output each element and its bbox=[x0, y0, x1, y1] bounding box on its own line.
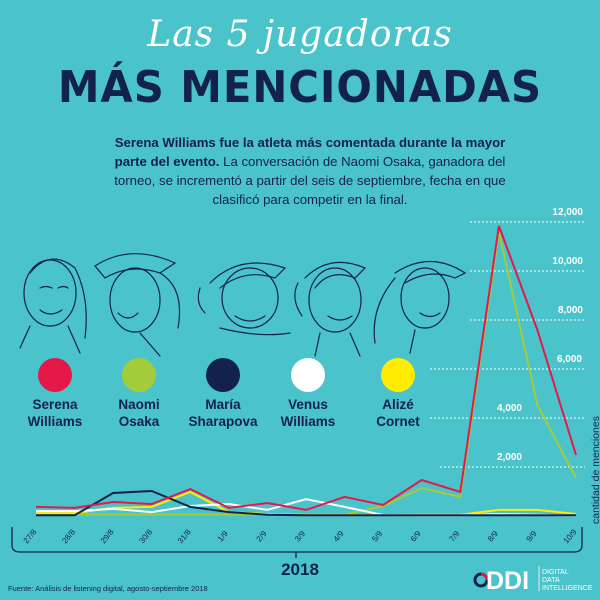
series-line-aliz-cornet bbox=[36, 490, 577, 516]
legend-label: Alizé bbox=[382, 397, 414, 412]
portrait-sharapova-icon bbox=[197, 262, 291, 336]
x-tick-label: 9/9 bbox=[524, 529, 538, 544]
legend-item-serena: Serena Williams bbox=[10, 358, 100, 430]
x-tick-label: 5/9 bbox=[370, 529, 384, 544]
logo-text-3: INTELLIGENCE bbox=[542, 585, 593, 592]
legend-dot-naomi bbox=[122, 358, 156, 392]
y-tick-label: 4,000 bbox=[497, 403, 522, 414]
year-label: 2018 bbox=[281, 560, 319, 579]
x-tick-label: 30/8 bbox=[137, 527, 154, 545]
legend-label: Williams bbox=[27, 414, 83, 429]
legend-label: Williams bbox=[280, 414, 336, 429]
player-portraits bbox=[19, 253, 467, 357]
y-tick-label: 12,000 bbox=[552, 207, 583, 218]
legend-label: Venus bbox=[288, 397, 328, 412]
x-tick-label: 10/9 bbox=[562, 527, 579, 545]
x-tick-label: 2/9 bbox=[254, 529, 268, 544]
logo-text-1: DIGITAL bbox=[542, 569, 569, 576]
logo-text-2: DATA bbox=[542, 577, 560, 584]
legend-item-sharapova: María Sharapova bbox=[178, 358, 268, 430]
legend-label: Cornet bbox=[376, 414, 420, 429]
y-tick-label: 8,000 bbox=[558, 305, 583, 316]
y-tick-label: 2,000 bbox=[497, 452, 522, 463]
legend-item-naomi: Naomi Osaka bbox=[94, 358, 184, 430]
source-note: Fuente: Análisis de listening digital, a… bbox=[8, 584, 208, 593]
x-tick-label: 7/9 bbox=[447, 529, 461, 544]
series-line-naomi-osaka bbox=[36, 231, 577, 516]
series-line-serena-williams bbox=[35, 225, 577, 511]
legend-item-venus: Venus Williams bbox=[263, 358, 353, 430]
x-tick-label: 3/9 bbox=[293, 529, 307, 544]
intro-rest: La conversación de Naomi Osaka, ganadora… bbox=[114, 154, 506, 207]
x-tick-label: 8/9 bbox=[486, 529, 500, 544]
legend-dot-sharapova bbox=[206, 358, 240, 392]
y-tick-label: 6,000 bbox=[557, 354, 582, 365]
legend-label: Osaka bbox=[118, 414, 160, 429]
series-line-mar-a-sharapova bbox=[36, 489, 576, 517]
script-title: Las 5 jugadoras bbox=[147, 14, 453, 55]
legend-label: Serena bbox=[32, 397, 78, 412]
legend-label: Naomi bbox=[118, 397, 160, 412]
intro-text: Serena Williams fue la atleta más coment… bbox=[100, 133, 520, 209]
intro-bold: Serena Williams fue la atleta más coment… bbox=[114, 135, 506, 169]
ddi-logo: DDI DIGITAL DATA INTELLIGENCE bbox=[473, 566, 593, 593]
portrait-naomi-icon bbox=[94, 253, 181, 357]
main-title: MÁS MENCIONADAS bbox=[57, 62, 543, 113]
x-axis-bracket bbox=[11, 527, 583, 553]
legend-label: María bbox=[205, 397, 241, 412]
legend-item-cornet: Alizé Cornet bbox=[353, 358, 443, 430]
x-tick-label: 27/8 bbox=[22, 527, 39, 545]
portrait-cornet-icon bbox=[373, 261, 467, 354]
legend-dot-cornet bbox=[381, 358, 415, 392]
logo-mark: DDI bbox=[486, 567, 529, 593]
portrait-venus-icon bbox=[294, 261, 367, 357]
legend: Serena Williams Naomi Osaka María Sharapova… bbox=[0, 358, 440, 448]
x-tick-label: 6/9 bbox=[409, 529, 423, 544]
y-tick-label: 10,000 bbox=[552, 256, 583, 267]
x-tick-label: 4/9 bbox=[332, 529, 346, 544]
portrait-serena-icon bbox=[19, 258, 87, 354]
y-axis-label: cantidad de menciones bbox=[590, 416, 600, 524]
legend-dot-venus bbox=[291, 358, 325, 392]
legend-label: Sharapova bbox=[188, 414, 258, 429]
x-tick-label: 28/8 bbox=[60, 527, 77, 545]
x-tick-label: 1/9 bbox=[216, 529, 230, 544]
x-tick-label: 31/8 bbox=[176, 527, 193, 545]
x-tick-label: 29/8 bbox=[99, 527, 116, 545]
legend-dot-serena bbox=[38, 358, 72, 392]
